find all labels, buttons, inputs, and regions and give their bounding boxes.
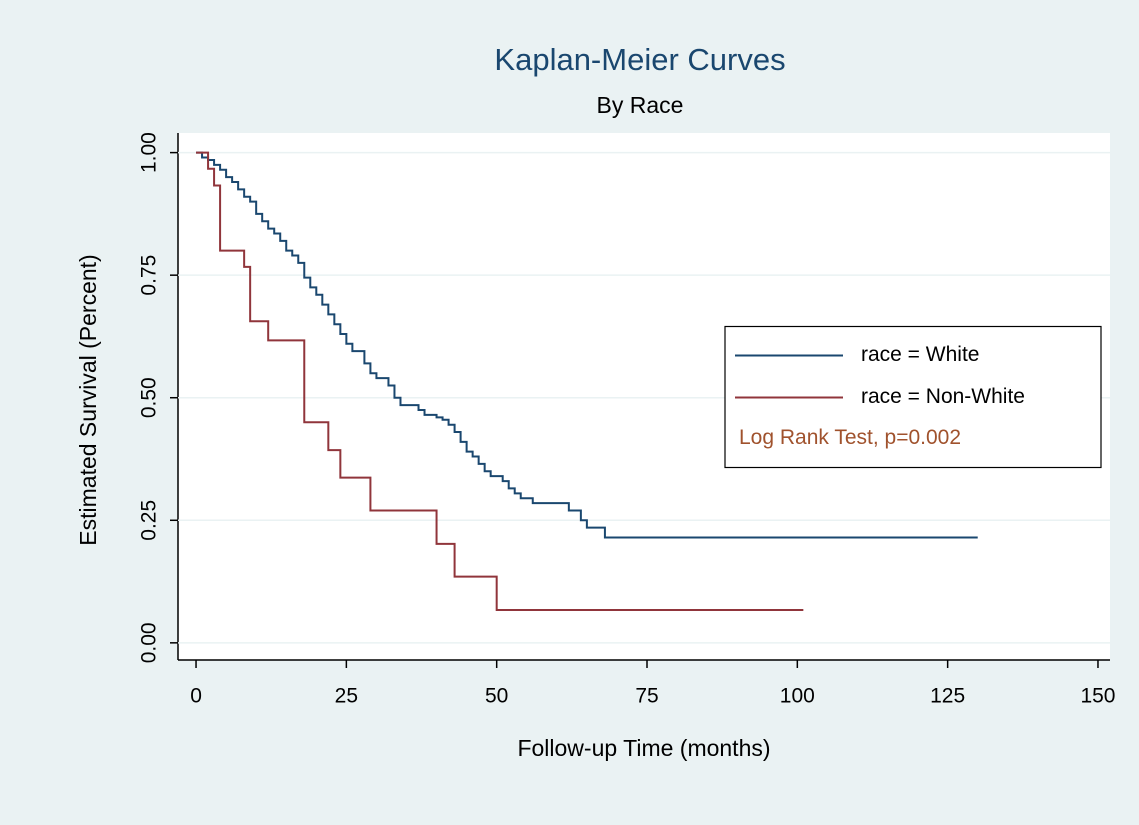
survival-curve <box>196 151 804 611</box>
survival-curve <box>196 151 978 539</box>
x-tick-label: 75 <box>635 685 658 708</box>
x-tick-label: 0 <box>190 685 202 708</box>
y-tick-label: 0.00 <box>138 622 161 663</box>
x-tick-label: 50 <box>485 685 508 708</box>
annotation: Log Rank Test, p=0.002 <box>739 426 961 449</box>
x-tick-label: 125 <box>930 685 965 708</box>
x-axis-title: Follow-up Time (months) <box>517 735 770 761</box>
y-tick-label: 1.00 <box>138 132 161 173</box>
y-tick-label: 0.75 <box>138 255 161 296</box>
x-tick-label: 25 <box>335 685 358 708</box>
x-tick-label: 150 <box>1080 685 1115 708</box>
y-axis-title: Estimated Survival (Percent) <box>75 254 101 545</box>
legend-label: race = Non-White <box>861 385 1025 408</box>
chart-subtitle: By Race <box>597 92 684 118</box>
chart-title: Kaplan-Meier Curves <box>494 42 785 77</box>
x-tick-label: 100 <box>780 685 815 708</box>
y-tick-label: 0.25 <box>138 500 161 541</box>
legend-label: race = White <box>861 343 979 366</box>
y-tick-label: 0.50 <box>138 377 161 418</box>
